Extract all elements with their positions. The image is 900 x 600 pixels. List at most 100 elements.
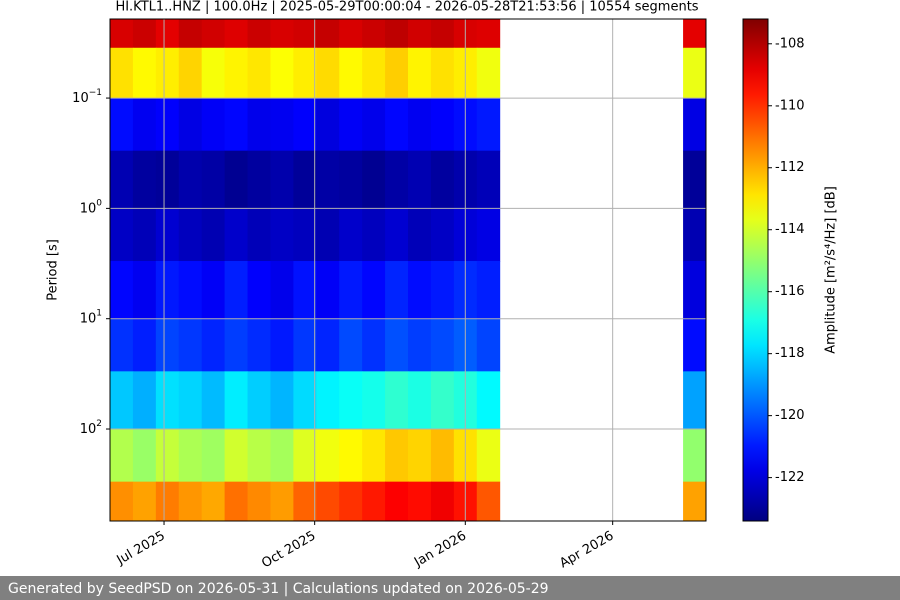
heatmap-cell (476, 481, 501, 522)
heatmap-cell (110, 429, 134, 483)
heatmap-cell (683, 481, 707, 522)
heatmap-cell (155, 318, 180, 372)
heatmap-cell (270, 371, 294, 430)
heatmap-cell (247, 371, 271, 430)
heatmap-cell (683, 98, 707, 152)
heatmap-cell (247, 481, 271, 522)
heatmap-cell (476, 47, 501, 99)
heatmap-cell (270, 318, 294, 372)
heatmap-cell (155, 47, 180, 99)
heatmap-cell (385, 261, 409, 320)
heatmap-cell (270, 481, 294, 522)
heatmap-cell (293, 98, 317, 152)
heatmap-cell (339, 98, 363, 152)
heatmap-cell (430, 47, 455, 99)
heatmap-cell (362, 150, 386, 209)
heatmap-cell (155, 481, 180, 522)
heatmap-cell (430, 98, 455, 152)
heatmap-cell (224, 47, 249, 99)
heatmap-cell (339, 208, 363, 262)
heatmap-cell (110, 19, 134, 49)
colorbar-tick-label: -114 (775, 222, 805, 237)
heatmap-cell (476, 429, 501, 483)
heatmap-cell (201, 47, 226, 99)
heatmap-cell (201, 98, 226, 152)
heatmap-cell (247, 318, 271, 372)
heatmap-cell (178, 47, 203, 99)
heatmap-cell (385, 208, 409, 262)
heatmap-cell (408, 208, 432, 262)
heatmap-cell (201, 429, 226, 483)
colorbar-label: Amplitude [m²/s⁴/Hz] [dB] (824, 186, 839, 354)
heatmap-cell (316, 150, 340, 209)
heatmap-cell (316, 208, 340, 262)
y-tick-base: 10 (80, 422, 97, 437)
heatmap-cell (110, 261, 134, 320)
x-tick-label: Jan 2026 (411, 529, 469, 571)
colorbar-tick-label: -108 (775, 36, 805, 51)
y-tick-exponent: −1 (89, 88, 102, 98)
heatmap-cell (362, 318, 386, 372)
heatmap-cell (224, 318, 249, 372)
heatmap-cell (178, 261, 203, 320)
colorbar-tick-label: -110 (775, 98, 805, 113)
heatmap-cell (362, 47, 386, 99)
heatmap-cell (293, 429, 317, 483)
heatmap-cell (132, 261, 157, 320)
heatmap-cell (362, 98, 386, 152)
heatmap-cell (339, 19, 363, 49)
heatmap-cell (476, 318, 501, 372)
heatmap-cell (224, 150, 249, 209)
x-tick-label: Apr 2026 (557, 529, 616, 572)
y-tick-exponent: 2 (96, 419, 102, 429)
heatmap-cell (408, 98, 432, 152)
plot-frame (109, 18, 707, 522)
colorbar (742, 18, 769, 522)
heatmap-cell (683, 371, 707, 430)
heatmap-cell (430, 481, 455, 522)
colorbar-tick-label: -112 (775, 160, 805, 175)
heatmap-cell (270, 98, 294, 152)
chart-title: HI.KTL1..HNZ | 100.0Hz | 2025-05-29T00:0… (115, 0, 698, 15)
heatmap-cell (362, 371, 386, 430)
heatmap-cell (270, 47, 294, 99)
heatmap-cell (339, 47, 363, 99)
heatmap-cell (201, 261, 226, 320)
heatmap-cell (132, 19, 157, 49)
heatmap-cell (408, 481, 432, 522)
heatmap-cell (178, 318, 203, 372)
heatmap-cell (385, 429, 409, 483)
colorbar-tick-label: -122 (775, 470, 805, 485)
heatmap-cell (362, 429, 386, 483)
y-tick-label: 10−1 (72, 88, 102, 106)
heatmap-cell (385, 19, 409, 49)
heatmap-cell (110, 481, 134, 522)
heatmap-cell (110, 371, 134, 430)
y-tick-base: 10 (80, 201, 97, 216)
heatmap-cell (247, 98, 271, 152)
heatmap-cell (430, 429, 455, 483)
heatmap-cell (316, 318, 340, 372)
heatmap-cell (476, 150, 501, 209)
heatmap-cell (683, 150, 707, 209)
heatmap-cell (247, 150, 271, 209)
heatmap-cell (362, 208, 386, 262)
y-tick-label: 102 (80, 419, 102, 437)
heatmap-cell (247, 429, 271, 483)
x-tick-label: Jul 2025 (114, 529, 168, 569)
y-tick-exponent: 1 (96, 308, 102, 318)
heatmap-cell (270, 208, 294, 262)
heatmap-cell (110, 150, 134, 209)
heatmap-cell (339, 371, 363, 430)
heatmap-cell (683, 47, 707, 99)
heatmap-cell (476, 208, 501, 262)
heatmap-cell (132, 371, 157, 430)
heatmap-cell (316, 98, 340, 152)
heatmap-cell (155, 208, 180, 262)
heatmap-cell (385, 481, 409, 522)
y-axis-label: Period [s] (46, 239, 61, 301)
heatmap-cell (224, 261, 249, 320)
heatmap-cell (110, 208, 134, 262)
heatmap-cell (293, 371, 317, 430)
